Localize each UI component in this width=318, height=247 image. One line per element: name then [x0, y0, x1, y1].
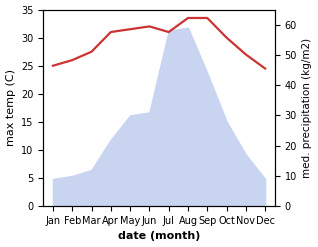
Y-axis label: max temp (C): max temp (C) — [5, 69, 16, 146]
X-axis label: date (month): date (month) — [118, 231, 200, 242]
Y-axis label: med. precipitation (kg/m2): med. precipitation (kg/m2) — [302, 38, 313, 178]
